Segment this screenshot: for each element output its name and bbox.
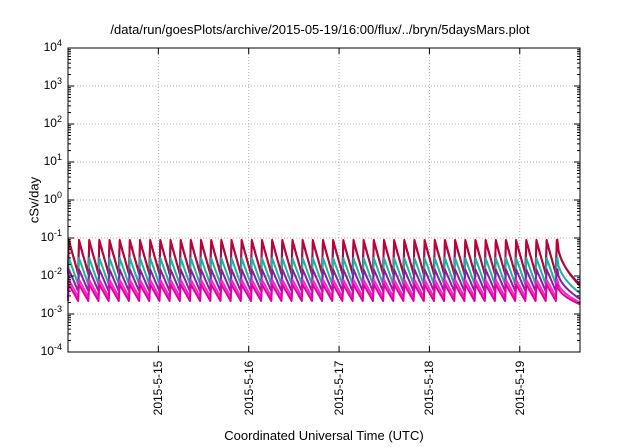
- y-tick-label: 100: [43, 190, 62, 206]
- y-tick-label: 102: [43, 114, 62, 130]
- x-axis-label: Coordinated Universal Time (UTC): [224, 428, 424, 443]
- x-tick-label: 2015-5-18: [422, 360, 437, 415]
- tick-marks: [68, 47, 580, 353]
- y-tick-label: 101: [43, 152, 62, 168]
- y-tick-label: 10-2: [40, 266, 62, 282]
- y-tick-label: 103: [43, 76, 62, 92]
- chart-title: /data/run/goesPlots/archive/2015-05-19/1…: [110, 22, 530, 37]
- grid: [68, 48, 580, 352]
- y-tick-label: 104: [43, 38, 62, 54]
- series-group: [67, 238, 581, 306]
- series-line-2: [67, 238, 581, 287]
- x-tick-label: 2015-5-15: [151, 360, 166, 415]
- y-tick-label: 10-3: [40, 304, 62, 320]
- x-tick-label: 2015-5-17: [332, 360, 347, 415]
- y-tick-label: 10-4: [40, 342, 62, 358]
- x-tick-label: 2015-5-19: [512, 360, 527, 415]
- series-line-3: [67, 256, 581, 295]
- series-line-5: [67, 278, 581, 304]
- series-line-4: [67, 268, 581, 300]
- y-tick-label: 10-1: [40, 228, 62, 244]
- x-tick-label: 2015-5-16: [241, 360, 256, 415]
- series-line-6: [67, 283, 581, 306]
